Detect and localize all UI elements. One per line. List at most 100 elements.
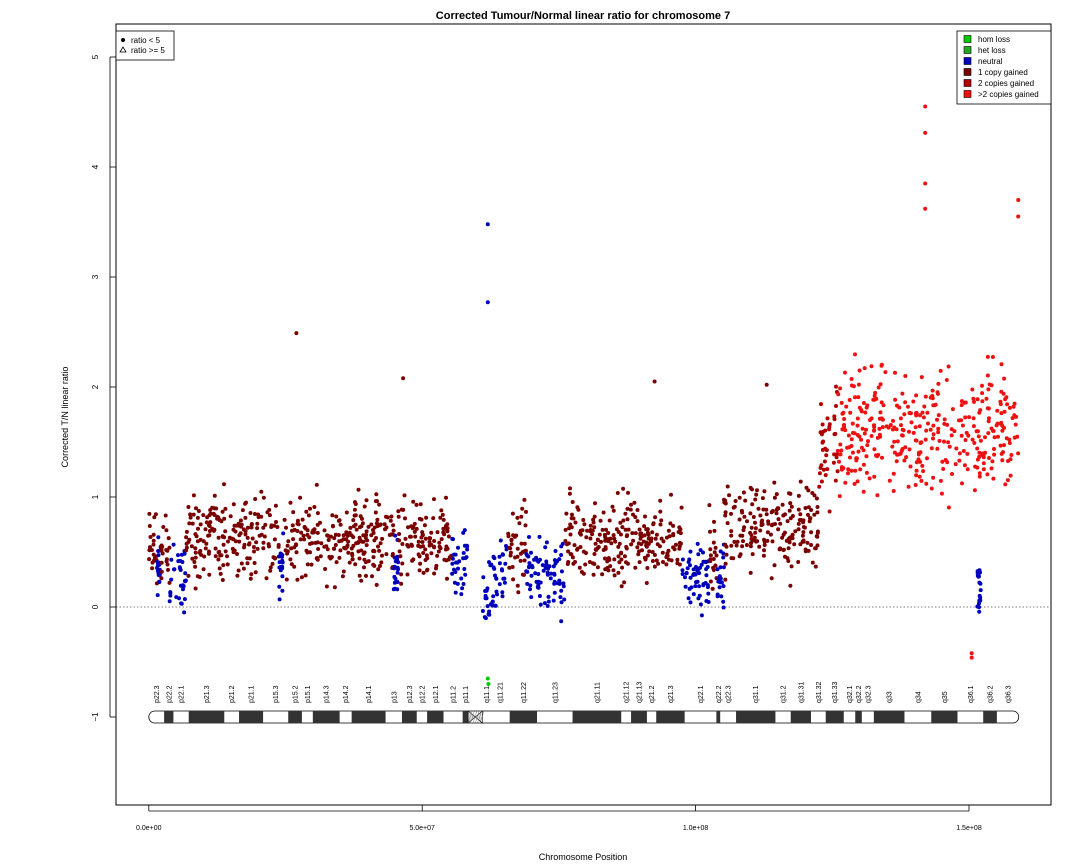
data-point: [288, 557, 293, 562]
data-point: [310, 530, 315, 535]
data-point: [753, 526, 758, 531]
data-point: [942, 421, 947, 426]
data-point: [865, 403, 870, 408]
data-point: [827, 509, 832, 514]
data-point: [937, 438, 942, 443]
data-point: [735, 539, 740, 544]
centromere-hatch: [477, 710, 482, 724]
data-point: [543, 565, 548, 570]
data-point: [832, 414, 837, 419]
data-point: [723, 542, 728, 547]
data-point: [374, 536, 378, 540]
band-label: p21.3: [204, 685, 211, 703]
data-point: [305, 562, 310, 567]
data-point: [155, 565, 159, 570]
data-point: [654, 558, 659, 563]
data-point: [196, 509, 201, 513]
data-point: [815, 505, 820, 509]
data-point: [825, 416, 830, 421]
data-point: [526, 554, 531, 559]
band-label: q21.3: [668, 685, 675, 703]
band-label: q31.32: [816, 681, 823, 703]
data-point: [588, 536, 593, 541]
data-point: [239, 524, 243, 529]
plot-frame: [115, 23, 1052, 806]
centromere-hatch: [475, 710, 480, 724]
color-legend-items: hom loss het loss neutral 1 copy gained 2 co…: [963, 35, 1039, 99]
data-point: [978, 595, 983, 600]
data-point: [957, 458, 962, 463]
data-point: [666, 528, 671, 533]
data-point: [1010, 416, 1015, 421]
data-point: [276, 543, 281, 547]
data-point: [527, 565, 531, 570]
data-point: [302, 537, 307, 542]
data-point: [689, 585, 694, 590]
data-point: [946, 364, 951, 369]
data-point: [741, 490, 746, 495]
data-point: [717, 574, 722, 579]
data-point: [651, 522, 656, 527]
data-point: [564, 511, 569, 516]
data-point: [866, 439, 870, 444]
data-point: [849, 468, 854, 473]
data-point: [462, 567, 467, 571]
data-point: [247, 541, 252, 546]
data-point: [834, 384, 838, 389]
data-point: [373, 510, 378, 515]
data-point: [849, 383, 854, 388]
data-point: [453, 590, 458, 595]
data-point: [742, 514, 747, 519]
data-point: [887, 478, 892, 483]
data-point: [683, 584, 688, 589]
data-point: [280, 564, 285, 569]
data-point: [148, 535, 153, 539]
data-point: [392, 580, 397, 585]
shape-legend-label-1: ratio >= 5: [131, 46, 165, 55]
data-point: [347, 560, 352, 565]
data-point: [457, 559, 462, 564]
data-point: [193, 586, 198, 591]
data-point: [374, 492, 379, 497]
data-point: [722, 497, 726, 502]
data-point: [729, 533, 734, 538]
data-point: [165, 548, 170, 553]
data-point: [344, 537, 349, 542]
data-point: [959, 433, 964, 438]
data-point: [820, 440, 825, 445]
data-point: [360, 521, 365, 526]
ideogram-band-p12.3: [401, 711, 417, 723]
data-point: [789, 504, 794, 509]
data-point: [184, 535, 189, 540]
band-label: q11.1: [484, 686, 491, 703]
data-point: [166, 536, 171, 541]
band-label: q33: [887, 691, 894, 703]
data-point: [618, 520, 623, 525]
data-point: [960, 423, 965, 428]
data-point: [408, 534, 412, 539]
data-point: [806, 505, 811, 510]
data-point: [298, 537, 303, 542]
data-point: [907, 411, 912, 415]
data-point: [642, 524, 647, 529]
data-point: [892, 439, 897, 444]
data-point: [880, 417, 885, 422]
data-point: [603, 567, 608, 572]
data-point: [507, 565, 512, 570]
data-point: [442, 532, 447, 537]
data-point: [594, 548, 599, 552]
data-point: [965, 451, 970, 456]
data-point: [493, 603, 498, 608]
data-point: [593, 541, 598, 546]
data-point: [928, 427, 933, 432]
data-point: [815, 530, 820, 535]
data-point: [509, 542, 514, 547]
data-point: [231, 502, 236, 507]
data-point: [249, 522, 254, 526]
data-point: [765, 530, 770, 535]
data-point: [213, 546, 218, 551]
data-point: [1002, 409, 1007, 414]
data-point: [836, 392, 841, 397]
data-point: [862, 431, 867, 436]
data-point: [965, 467, 970, 472]
